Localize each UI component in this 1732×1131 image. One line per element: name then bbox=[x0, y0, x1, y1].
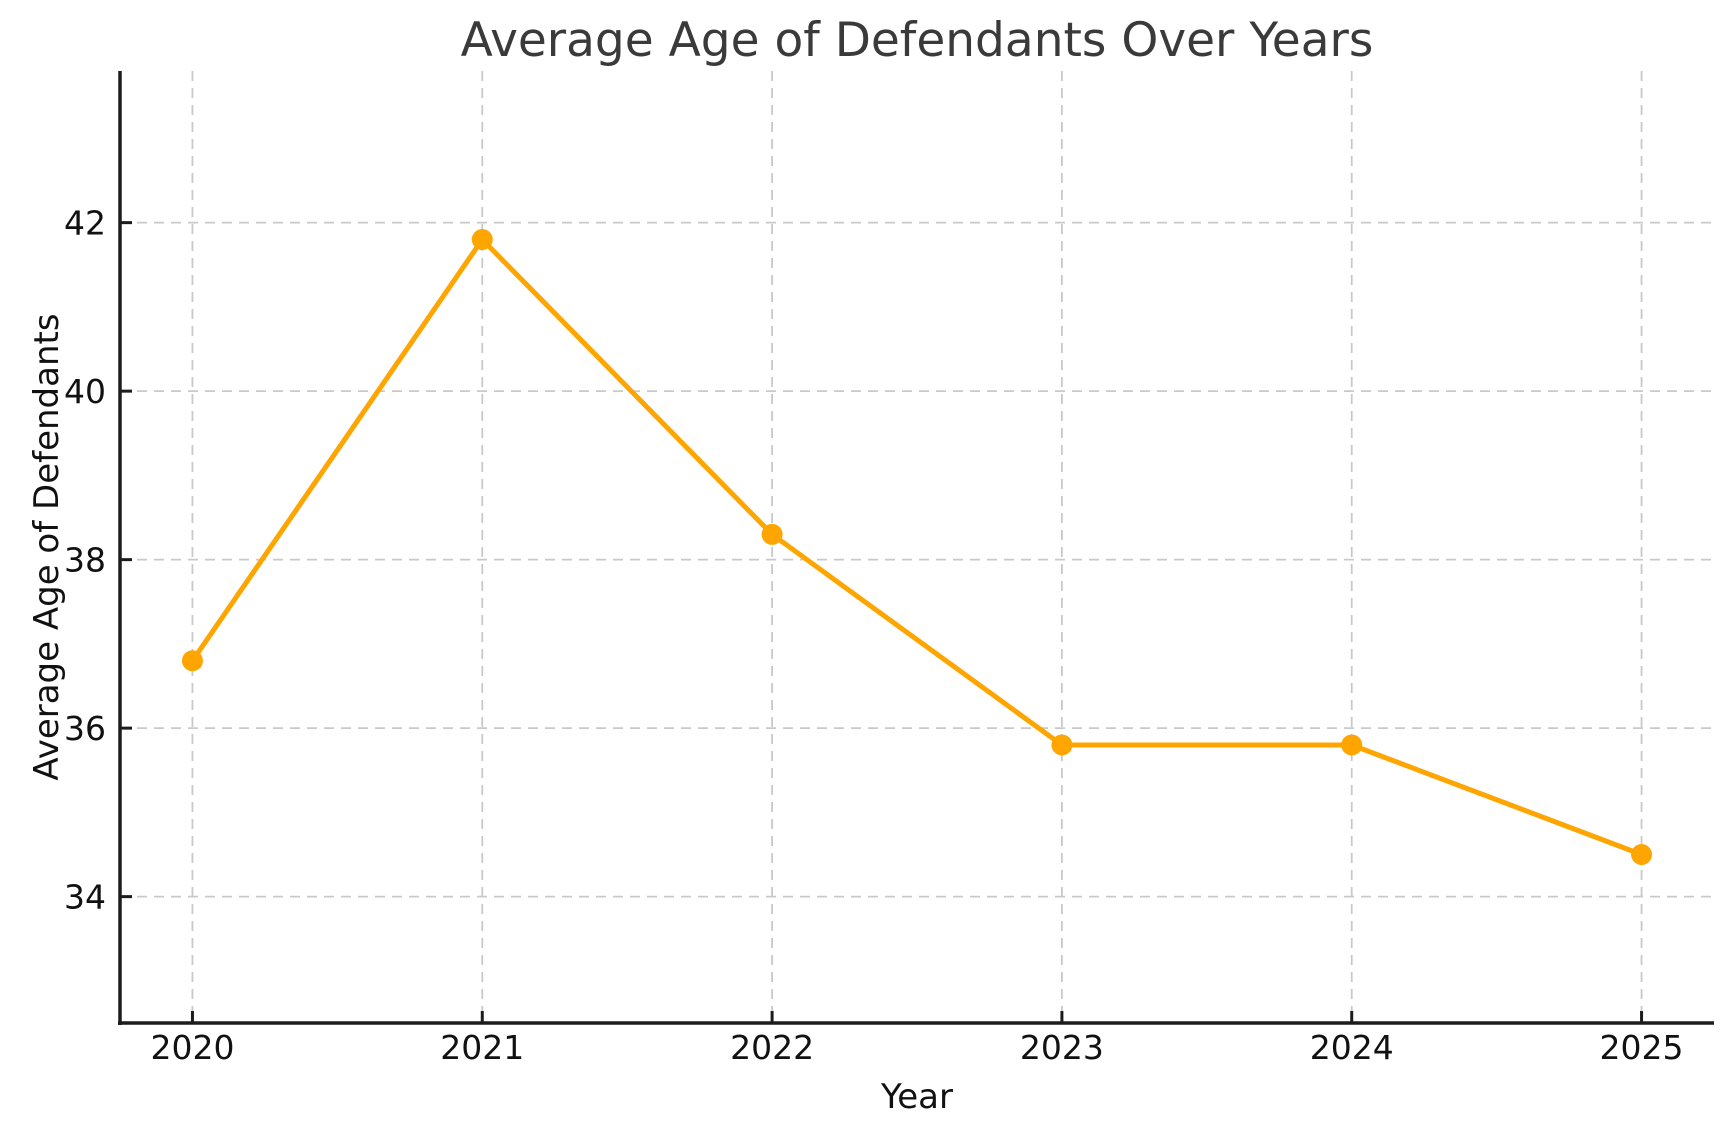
data-point-marker bbox=[1341, 734, 1363, 756]
x-tick-label: 2022 bbox=[730, 1028, 814, 1067]
y-tick-labels: 34 36 38 40 42 bbox=[64, 204, 106, 917]
x-axis-label: Year bbox=[880, 1077, 953, 1117]
x-tick-label: 2024 bbox=[1310, 1028, 1394, 1067]
data-point-marker bbox=[1631, 844, 1653, 866]
x-tick-label: 2020 bbox=[150, 1028, 234, 1067]
x-tick-label: 2021 bbox=[440, 1028, 524, 1067]
data-point-marker bbox=[471, 228, 493, 250]
gridlines bbox=[120, 71, 1714, 1023]
data-point-marker bbox=[181, 650, 203, 672]
x-tick-labels: 2020 2021 2022 2023 2024 2025 bbox=[150, 1028, 1683, 1067]
y-tick-label: 40 bbox=[64, 372, 106, 411]
y-axis-label: Average Age of Defendants bbox=[27, 313, 67, 780]
axis-tick-marks bbox=[120, 221, 1644, 1023]
y-tick-label: 42 bbox=[64, 204, 106, 243]
x-tick-label: 2023 bbox=[1020, 1028, 1104, 1067]
data-point-marker bbox=[1051, 734, 1073, 756]
series-line bbox=[189, 236, 1645, 858]
x-tick-label: 2025 bbox=[1600, 1028, 1684, 1067]
axis-spines bbox=[118, 71, 1714, 1025]
y-tick-label: 38 bbox=[64, 541, 106, 580]
y-tick-label: 36 bbox=[64, 709, 106, 748]
data-point-marker bbox=[761, 523, 783, 545]
chart-title: Average Age of Defendants Over Years bbox=[461, 13, 1374, 68]
y-tick-label: 34 bbox=[64, 878, 106, 917]
data-series bbox=[181, 228, 1653, 866]
